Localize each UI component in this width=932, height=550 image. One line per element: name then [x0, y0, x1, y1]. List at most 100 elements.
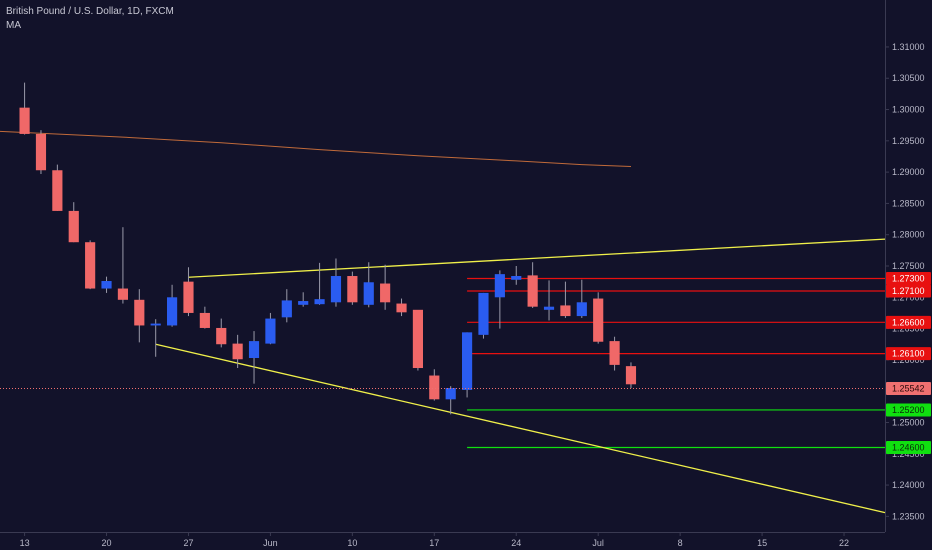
- candle-body: [101, 281, 112, 289]
- candle-body: [265, 318, 276, 344]
- candle: [183, 267, 194, 317]
- candle: [52, 164, 63, 211]
- support-price-tag-bg: [886, 403, 931, 417]
- resistance-price-tag-bg: [886, 347, 931, 361]
- candle-body: [462, 332, 473, 390]
- candle: [101, 276, 112, 293]
- resistance-price-tag-text: 1.26100: [892, 349, 925, 359]
- candle: [543, 280, 555, 321]
- candle-body: [593, 298, 604, 342]
- candle: [330, 258, 342, 307]
- trendlines-layer: [155, 238, 886, 514]
- candle-body: [19, 107, 30, 134]
- candle-body: [511, 276, 522, 280]
- support-price-tag: 1.25200: [886, 403, 931, 417]
- candle-body: [52, 170, 63, 211]
- price-tick-label: 1.25000: [892, 417, 925, 427]
- resistance-price-tag-bg: [886, 284, 931, 298]
- candle-body: [363, 282, 374, 305]
- candle: [478, 292, 489, 339]
- candle-body: [380, 283, 391, 303]
- candle-body: [527, 275, 538, 307]
- candle: [298, 292, 309, 307]
- current-price-tag-text: 1.25542: [892, 384, 925, 394]
- time-tick-label: 13: [20, 538, 30, 548]
- candle: [429, 369, 440, 401]
- candle-body: [445, 388, 456, 400]
- candle: [19, 82, 30, 135]
- candle: [494, 270, 505, 329]
- candle: [35, 130, 47, 174]
- price-tick-label: 1.31000: [892, 42, 925, 52]
- resistance-price-tag-bg: [886, 315, 931, 329]
- resistance-price-tag-bg: [886, 272, 931, 286]
- candle: [511, 266, 522, 285]
- candle: [281, 289, 292, 323]
- price-tick-label: 1.28000: [892, 230, 925, 240]
- candle-body: [576, 302, 587, 317]
- candle: [314, 262, 325, 305]
- candle: [117, 227, 128, 304]
- time-tick-label: 8: [678, 538, 683, 548]
- price-tick-label: 1.30000: [892, 105, 925, 115]
- trendline: [155, 343, 886, 514]
- price-tick-label: 1.27500: [892, 261, 925, 271]
- candle-body: [167, 297, 178, 326]
- time-tick-label: 10: [347, 538, 357, 548]
- candle-body: [429, 375, 440, 400]
- candle-body: [150, 323, 161, 326]
- indicator-label: MA: [6, 20, 21, 31]
- price-axis[interactable]: 1.235001.240001.245001.250001.255001.260…: [885, 42, 931, 521]
- candle: [85, 240, 96, 290]
- candle: [625, 362, 637, 389]
- candle: [363, 262, 374, 308]
- price-tick-label: 1.30500: [892, 73, 925, 83]
- time-tick-label: 20: [102, 538, 112, 548]
- candle: [445, 386, 456, 415]
- moving-average-layer: [0, 130, 632, 167]
- axis-frame: [0, 0, 886, 533]
- candle-body: [183, 281, 194, 313]
- candle: [396, 298, 407, 317]
- support-price-tag-text: 1.25200: [892, 405, 925, 415]
- candle-body: [543, 306, 555, 310]
- support-price-tag: 1.24600: [886, 441, 931, 455]
- candle: [609, 336, 620, 371]
- candle-body: [232, 343, 243, 360]
- symbol-title: British Pound / U.S. Dollar, 1D, FXCM: [6, 6, 174, 17]
- candle-body: [396, 303, 407, 313]
- candle: [380, 264, 391, 310]
- candle: [150, 319, 161, 357]
- candle: [593, 292, 604, 344]
- candle-body: [330, 276, 342, 303]
- resistance-price-tag: 1.26100: [886, 347, 931, 361]
- time-tick-label: 17: [429, 538, 439, 548]
- current-price-tag-bg: [886, 382, 931, 396]
- candle: [576, 279, 587, 318]
- resistance-price-tag-text: 1.27300: [892, 274, 925, 284]
- price-tick-label: 1.29000: [892, 167, 925, 177]
- resistance-price-tag: 1.27300: [886, 272, 931, 286]
- candle: [347, 271, 358, 305]
- candle-body: [248, 341, 260, 359]
- candle-body: [494, 274, 505, 298]
- price-tick-label: 1.29500: [892, 136, 925, 146]
- time-tick-label: Jul: [592, 538, 604, 548]
- time-axis[interactable]: 13 20 27 Jun 10 17 24 Jul 8 15 22: [20, 532, 849, 548]
- candle: [216, 318, 227, 348]
- candle-body: [298, 301, 309, 305]
- candle: [560, 281, 571, 318]
- candle: [68, 202, 79, 243]
- time-tick-label: Jun: [263, 538, 278, 548]
- support-price-tag-text: 1.24600: [892, 443, 925, 453]
- time-tick-label: 27: [183, 538, 193, 548]
- candle-body: [35, 133, 47, 171]
- candle-body: [478, 292, 489, 335]
- resistance-price-tag: 1.26600: [886, 315, 931, 329]
- price-tick-label: 1.28500: [892, 198, 925, 208]
- resistance-price-tag: 1.27100: [886, 284, 931, 298]
- resistance-price-tag-text: 1.26600: [892, 317, 925, 327]
- candle: [527, 262, 538, 308]
